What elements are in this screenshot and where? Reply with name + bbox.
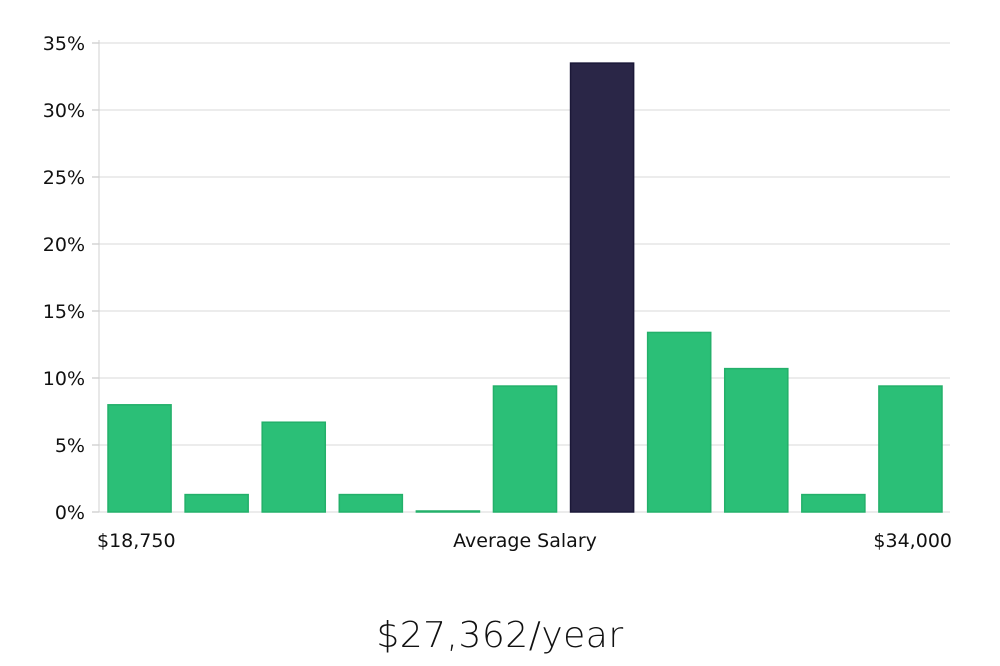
bar-highlighted: [569, 62, 635, 513]
y-tick-label: 35%: [43, 33, 85, 55]
y-tick-label: 0%: [55, 502, 85, 524]
x-axis-label: Average Salary: [453, 530, 597, 552]
x-max-label: $34,000: [873, 530, 952, 552]
y-tick-label: 5%: [55, 435, 85, 457]
y-tick-label: 30%: [43, 100, 85, 122]
x-min-label: $18,750: [97, 530, 176, 552]
gridlines: [99, 42, 950, 513]
bar: [184, 493, 249, 513]
bar: [878, 385, 943, 513]
bar: [261, 421, 327, 513]
bars: [107, 62, 943, 513]
bar: [723, 367, 789, 513]
y-tick-label: 10%: [43, 368, 85, 390]
y-axis-ticks: 0% 5% 10% 15% 20% 25% 30% 35%: [43, 33, 99, 524]
bar: [801, 493, 866, 513]
bar: [492, 385, 558, 513]
y-tick-label: 15%: [43, 301, 85, 323]
bar: [646, 331, 712, 513]
bar: [415, 510, 481, 513]
y-tick-label: 20%: [43, 234, 85, 256]
bar: [107, 404, 172, 513]
y-tick-label: 25%: [43, 167, 85, 189]
average-salary-value: $27,362/year: [376, 615, 624, 656]
bar: [338, 493, 404, 513]
